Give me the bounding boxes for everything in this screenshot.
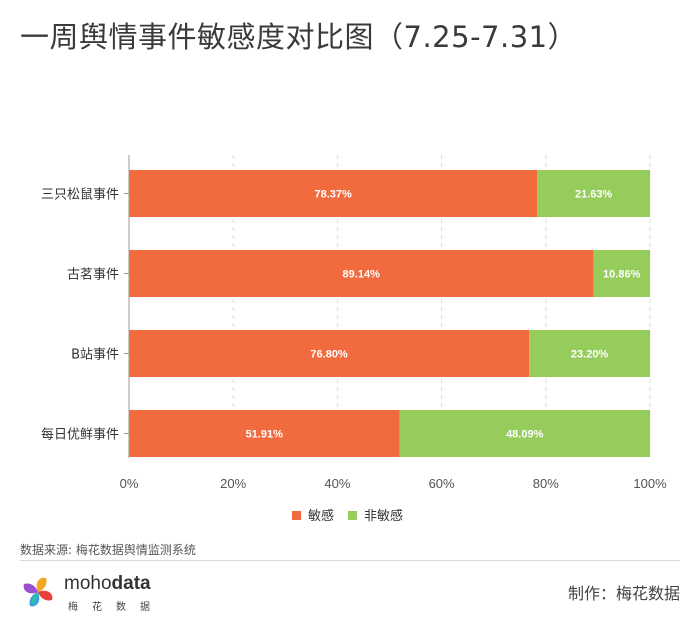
footer-divider bbox=[20, 560, 680, 561]
data-label: 23.20% bbox=[571, 349, 609, 361]
x-tick-label: 60% bbox=[429, 476, 455, 491]
data-label: 51.91% bbox=[246, 429, 284, 441]
data-label: 21.63% bbox=[575, 189, 613, 201]
legend-label: 非敏感 bbox=[364, 508, 403, 524]
category-label: B站事件 bbox=[71, 348, 119, 363]
data-label: 48.09% bbox=[506, 429, 544, 441]
mohodata-logo: mohodata 梅花数据 bbox=[18, 572, 178, 616]
logo-wordmark: mohodata bbox=[64, 573, 151, 594]
x-tick-label: 20% bbox=[220, 476, 246, 491]
legend-swatch bbox=[348, 511, 357, 520]
data-label: 78.37% bbox=[314, 189, 352, 201]
bar-segment bbox=[593, 250, 650, 297]
stacked-bar-chart: 78.37% 21.63% 89.14% 10.86% 76.80% 23.20% 51.9… bbox=[41, 155, 667, 524]
bar-segment bbox=[399, 410, 650, 457]
data-label: 76.80% bbox=[310, 349, 348, 361]
bar-segment bbox=[537, 170, 650, 217]
logo-chinese-text: 梅花数据 bbox=[68, 602, 164, 613]
x-tick-label: 0% bbox=[120, 476, 139, 491]
x-tick-label: 40% bbox=[324, 476, 350, 491]
bar-segment bbox=[129, 330, 530, 377]
legend-swatch bbox=[292, 511, 301, 520]
chart-title: 一周舆情事件敏感度对比图（7.25-7.31） bbox=[20, 20, 578, 54]
x-tick-label: 80% bbox=[533, 476, 559, 491]
credit-note: 制作：梅花数据 bbox=[567, 584, 680, 603]
bar-segment bbox=[129, 410, 400, 457]
bar-segment bbox=[129, 170, 538, 217]
data-label: 10.86% bbox=[603, 269, 641, 281]
bar-segment bbox=[129, 250, 594, 297]
category-label: 古茗事件 bbox=[67, 268, 119, 283]
legend-label: 敏感 bbox=[308, 508, 334, 524]
x-tick-label: 100% bbox=[633, 476, 667, 491]
legend: 敏感 非敏感 bbox=[292, 508, 403, 524]
bar-segment bbox=[529, 330, 650, 377]
category-label: 三只松鼠事件 bbox=[41, 188, 119, 203]
category-label: 每日优鲜事件 bbox=[41, 427, 119, 443]
bars: 78.37% 21.63% 89.14% 10.86% 76.80% 23.20% 51.9… bbox=[129, 170, 650, 457]
data-source-note: 数据来源: 梅花数据舆情监测系统 bbox=[20, 543, 196, 557]
pinwheel-logo-icon bbox=[23, 577, 53, 607]
data-label: 89.14% bbox=[343, 269, 381, 281]
